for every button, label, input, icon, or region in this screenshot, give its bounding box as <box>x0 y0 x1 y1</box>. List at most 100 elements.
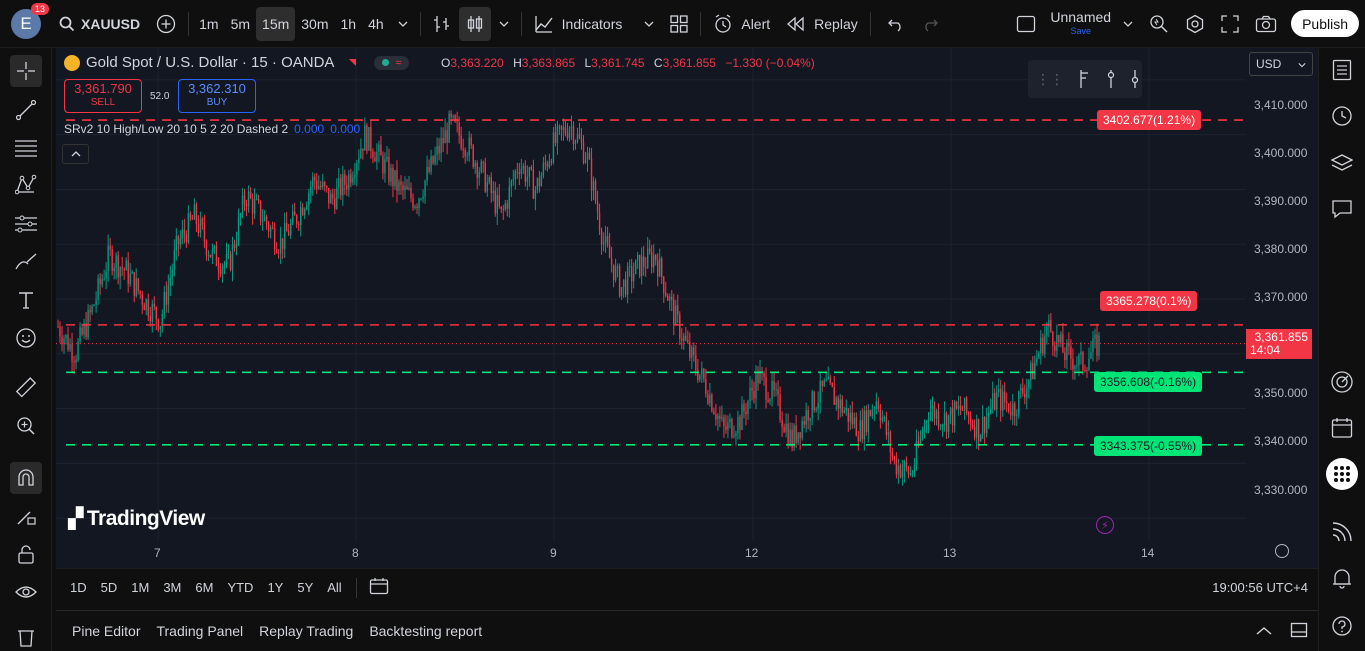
text-tool[interactable] <box>10 284 42 316</box>
publish-button[interactable]: Publish <box>1291 10 1359 37</box>
interval-30m[interactable]: 30m <box>301 15 329 32</box>
indicator-legend[interactable]: SRv2 10 High/Low 20 10 5 2 20 Dashed 2 0.… <box>64 122 360 136</box>
tab-pine-editor[interactable]: Pine Editor <box>72 623 141 639</box>
candle-body <box>83 323 85 335</box>
range-all[interactable]: All <box>327 580 342 595</box>
chart-pane[interactable]: Gold Spot / U.S. Dollar · 15 · OANDA ≈ O… <box>56 48 1318 606</box>
currency-select[interactable]: USD <box>1249 52 1313 76</box>
alert-button[interactable]: Alert <box>705 7 778 41</box>
range-1m[interactable]: 1M <box>131 580 150 595</box>
indicators-button[interactable]: Indicators <box>526 7 663 41</box>
expand-panel-button[interactable] <box>1256 623 1272 639</box>
quick-search-button[interactable] <box>1141 7 1177 41</box>
candle-body <box>847 408 849 422</box>
apps-button[interactable] <box>1326 458 1358 490</box>
candle-body <box>699 374 701 381</box>
interval-1m[interactable]: 1m <box>199 15 219 32</box>
tab-trading-panel[interactable]: Trading Panel <box>156 623 244 639</box>
candle-body <box>271 227 274 229</box>
layout-button[interactable]: Unnamed Save <box>1008 7 1141 41</box>
candle-body <box>735 433 737 437</box>
range-5y[interactable]: 5Y <box>297 580 314 595</box>
crosshair-tool[interactable] <box>10 55 42 87</box>
status-pill[interactable]: ≈ <box>374 55 410 70</box>
measure-tool[interactable] <box>10 372 42 404</box>
redo-button[interactable] <box>913 7 947 41</box>
ruler-bars-icon[interactable] <box>1078 69 1092 89</box>
timezone-clock[interactable]: 19:00:56 UTC+4 <box>1212 580 1308 595</box>
lightning-icon[interactable]: ⚡ <box>1096 516 1114 534</box>
pin-icon[interactable] <box>1106 69 1116 89</box>
axis-settings-icon[interactable] <box>1275 544 1289 558</box>
candle-body <box>468 137 470 156</box>
notifications-button[interactable] <box>1326 562 1358 594</box>
interval-5m[interactable]: 5m <box>230 15 251 32</box>
candle-body <box>1006 401 1008 404</box>
streams-button[interactable] <box>1326 516 1358 548</box>
trend-line-tool[interactable] <box>10 94 42 126</box>
candle-body <box>669 296 671 301</box>
range-3m[interactable]: 3M <box>163 580 182 595</box>
symbol-title[interactable]: Gold Spot / U.S. Dollar · 15 · OANDA <box>86 54 335 71</box>
icons-tool[interactable] <box>10 322 42 354</box>
tab-backtesting-report[interactable]: Backtesting report <box>369 623 483 639</box>
buy-button[interactable]: 3,362.310 BUY <box>178 79 256 113</box>
range-5d[interactable]: 5D <box>100 580 118 595</box>
sell-button[interactable]: 3,361.790 SELL <box>64 79 142 113</box>
brush-tool[interactable] <box>10 246 42 278</box>
alerts-button[interactable] <box>1326 100 1358 132</box>
range-ytd[interactable]: YTD <box>227 580 254 595</box>
range-1y[interactable]: 1Y <box>267 580 284 595</box>
calendar-button[interactable] <box>1326 412 1358 444</box>
settings-button[interactable] <box>1177 7 1213 41</box>
tab-replay-trading[interactable]: Replay Trading <box>259 623 354 639</box>
magnet-tool[interactable] <box>10 462 42 494</box>
chats-button[interactable] <box>1326 193 1358 225</box>
line-pin-icon[interactable] <box>1130 69 1140 89</box>
range-6m[interactable]: 6M <box>195 580 214 595</box>
remove-drawings-tool[interactable] <box>10 624 42 650</box>
go-to-date-button[interactable] <box>369 577 389 598</box>
symbol-search-button[interactable]: XAUUSD <box>51 7 148 41</box>
candle-body <box>596 201 599 213</box>
lock-drawings-tool[interactable] <box>10 538 42 570</box>
fib-tool[interactable] <box>10 132 42 164</box>
help-button[interactable] <box>1326 610 1358 642</box>
snapshot-button[interactable] <box>1247 7 1285 41</box>
candle-body <box>602 242 605 245</box>
interval-1h[interactable]: 1h <box>340 15 357 32</box>
maximize-panel-button[interactable] <box>1290 622 1308 641</box>
candle-body <box>665 293 667 296</box>
drag-handle-icon[interactable]: ⋮⋮ <box>1036 70 1064 87</box>
templates-button[interactable] <box>662 7 696 41</box>
hide-drawings-tool[interactable] <box>10 576 42 608</box>
compare-button[interactable] <box>148 7 184 41</box>
save-label[interactable]: Save <box>1070 25 1091 36</box>
replay-button[interactable]: Replay <box>778 7 866 41</box>
zoom-tool[interactable] <box>10 410 42 442</box>
ideas-button[interactable] <box>1326 366 1358 398</box>
interval-15m[interactable]: 15m <box>256 6 296 41</box>
undo-button[interactable] <box>879 7 913 41</box>
watchlist-button[interactable] <box>1326 54 1358 86</box>
forecast-tool[interactable] <box>10 208 42 240</box>
bar-style-button[interactable] <box>425 7 459 41</box>
avatar[interactable]: E 13 <box>11 2 49 39</box>
fullscreen-button[interactable] <box>1213 7 1247 41</box>
candle-body <box>1000 388 1002 411</box>
interval-4h[interactable]: 4h <box>368 15 384 32</box>
collapse-legend-button[interactable] <box>62 144 89 164</box>
chart-canvas[interactable] <box>56 48 1318 568</box>
candles-button[interactable] <box>458 6 491 41</box>
stay-drawing-tool[interactable] <box>10 500 42 532</box>
candle-body <box>1082 352 1084 370</box>
pattern-tool[interactable] <box>10 169 42 201</box>
candle-body <box>681 338 683 341</box>
candle-body <box>606 236 609 245</box>
separator <box>520 11 522 36</box>
chart-type-dropdown[interactable] <box>491 7 517 41</box>
interval-dropdown[interactable] <box>390 7 416 41</box>
object-tree-button[interactable] <box>1326 147 1358 179</box>
range-1d[interactable]: 1D <box>70 580 87 595</box>
candle-body <box>614 266 617 281</box>
